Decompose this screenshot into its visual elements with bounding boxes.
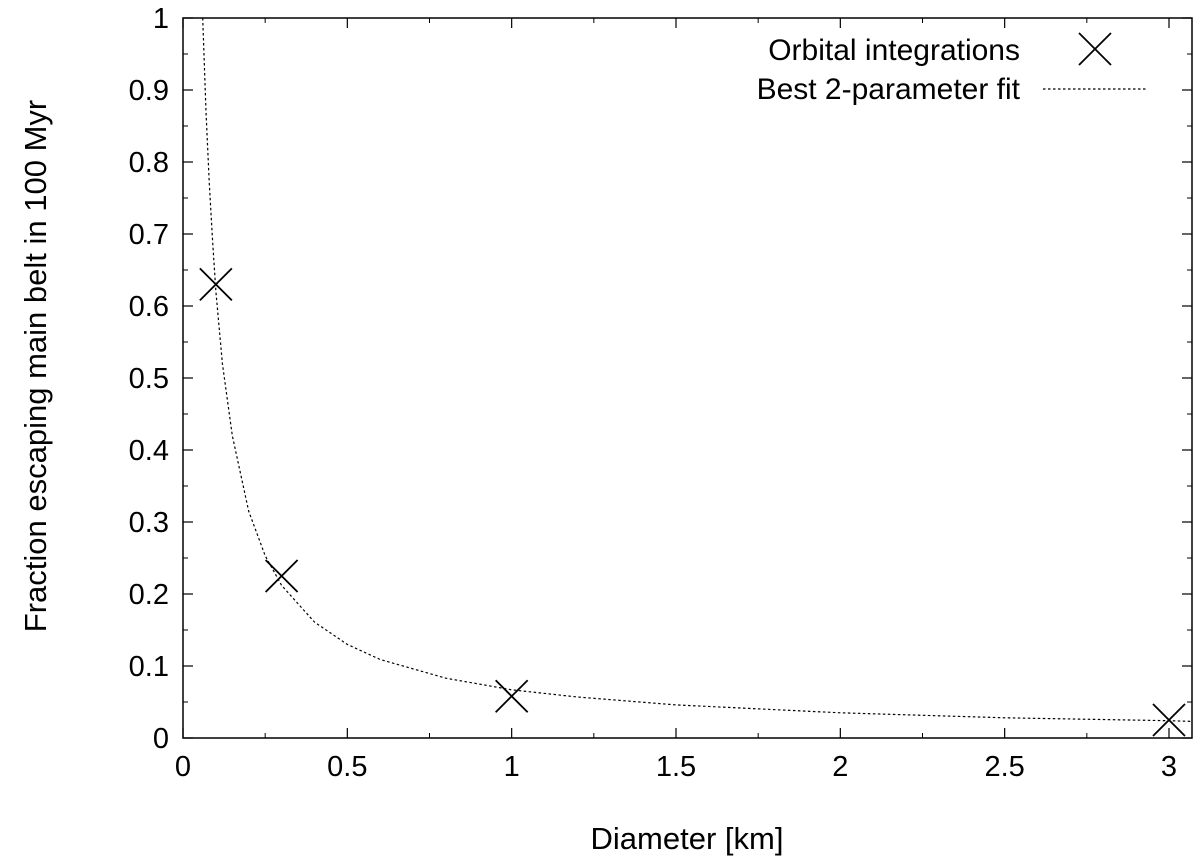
data-point-x-marker: [1152, 703, 1186, 737]
y-tick-label: 0.3: [129, 507, 169, 539]
data-point-x-marker: [264, 559, 299, 593]
x-tick-label: 2.5: [984, 751, 1024, 783]
x-tick-label: 3: [1161, 751, 1177, 783]
y-tick-label: 0.1: [129, 651, 169, 683]
marker-stroke: [199, 267, 233, 302]
y-axis-label: Fraction escaping main belt in 100 Myr: [18, 100, 53, 632]
x-tick-label: 0.5: [327, 751, 367, 783]
marker-stroke: [1152, 703, 1186, 737]
y-tick-label: 1: [153, 3, 169, 35]
x-tick-label: 2: [832, 751, 848, 783]
plot-frame: [182, 17, 1193, 739]
fit-curve: [202, 17, 1193, 722]
x-tick-label: 1.5: [656, 751, 696, 783]
y-tick-label: 0.4: [129, 435, 169, 467]
legend: Orbital integrations Best 2-parameter fi…: [757, 32, 1147, 106]
legend-label-best-fit: Best 2-parameter fit: [757, 73, 1021, 106]
tick-labels: 0 0.5 1 1.5 2 2.5 3 0 0.1 0.2 0.3 0.4 0.5 0.6 0.7 0.8 0.…: [129, 3, 1177, 783]
legend-label-orbital-integrations: Orbital integrations: [768, 34, 1020, 67]
marker-stroke: [495, 679, 529, 713]
marker-stroke: [264, 559, 299, 593]
marks: [199, 17, 1193, 737]
y-tick-label: 0.8: [129, 147, 169, 179]
x-tick-label: 1: [504, 751, 520, 783]
y-tick-label: 0.2: [129, 579, 169, 611]
y-tick-label: 0.7: [129, 219, 169, 251]
x-tick-label: 0: [175, 751, 191, 783]
x-axis-label: Diameter [km]: [591, 821, 784, 856]
legend-marker-x: [1078, 32, 1112, 66]
y-tick-label: 0.6: [129, 291, 169, 323]
data-point-x-marker: [495, 679, 529, 713]
y-tick-label: 0: [153, 723, 169, 755]
legend-marker-stroke: [1078, 32, 1112, 66]
data-point-x-marker: [199, 267, 233, 302]
y-tick-label: 0.9: [129, 75, 169, 107]
y-tick-label: 0.5: [129, 363, 169, 395]
ticks: [182, 17, 1192, 739]
